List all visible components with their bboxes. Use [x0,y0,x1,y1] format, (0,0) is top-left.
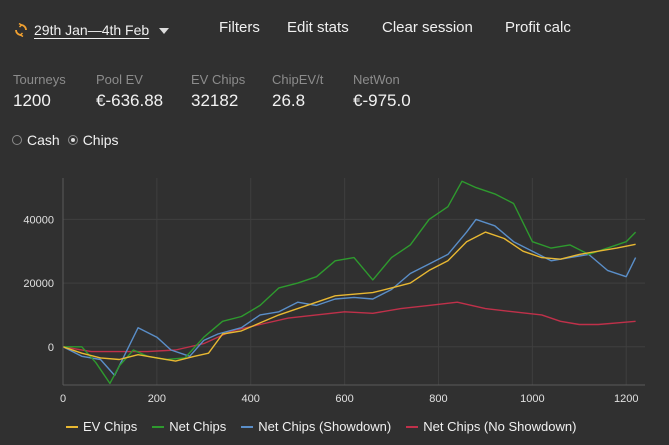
radio-cash-label[interactable]: Cash [27,132,60,148]
radio-chips[interactable]: Chips [67,132,119,148]
series-line [62,218,637,377]
chart-axes: 0 200 400 600 800 1000 1200 0 20000 40000 [23,178,645,405]
legend-label: Net Chips (No Showdown) [423,419,577,434]
stat-value: €-636.88 [96,91,164,110]
stat-value: 32182 [191,91,239,110]
stat-value: 1200 [13,91,51,110]
top-bar: 29th Jan—4th Feb Filters Edit stats Clea… [0,0,669,58]
session-chart: 0 200 400 600 800 1000 1200 0 20000 40000 [23,178,645,405]
x-tick-label: 1200 [614,393,638,405]
y-tick-label: 40000 [23,214,54,226]
stat-ev-chips: EV Chips 32182 [191,72,245,111]
stat-tourneys: Tourneys 1200 [13,72,66,111]
profit-calc-button[interactable]: Profit calc [505,19,571,36]
filters-button[interactable]: Filters [219,19,260,36]
edit-stats-button[interactable]: Edit stats [287,19,349,36]
x-tick-label: 800 [429,393,447,405]
stat-chipev-per-tourney: ChipEV/t 26.8 [272,72,323,111]
y-tick-label: 0 [48,342,54,354]
radio-circle-icon[interactable] [12,135,22,145]
y-tick-label: 20000 [23,278,54,290]
legend-label: Net Chips (Showdown) [258,419,392,434]
stats-row: Tourneys 1200 Pool EV €-636.88 EV Chips … [0,72,669,114]
x-tick-label: 600 [335,393,353,405]
legend-ev-chips[interactable]: EV Chips [66,419,137,434]
stat-value: €-975.0 [353,91,411,110]
legend-swatch [241,425,254,428]
stat-value: 26.8 [272,91,306,110]
radio-cash[interactable]: Cash [12,132,60,148]
stat-label: NetWon [353,72,400,87]
radio-chips-label[interactable]: Chips [82,132,119,148]
x-tick-label: 0 [60,393,66,405]
stat-label: ChipEV/t [272,72,324,87]
stat-pool-ev: Pool EV €-636.88 [96,72,163,111]
stat-label: Pool EV [96,72,143,87]
chart-grid [62,178,645,385]
date-range-selector[interactable]: 29th Jan—4th Feb [14,19,170,41]
legend-label: Net Chips [169,419,227,434]
legend-swatch [66,425,78,428]
date-range-label[interactable]: 29th Jan—4th Feb [34,22,150,38]
stat-label: EV Chips [191,72,246,87]
series-line [62,231,636,362]
legend-label: EV Chips [83,419,138,434]
stat-label: Tourneys [13,72,66,87]
chart-legend: EV Chips Net Chips Net Chips (Showdown) … [66,419,576,434]
refresh-icon[interactable] [14,23,28,37]
legend-net-chips[interactable]: Net Chips [152,419,226,434]
mode-toggle: Cash Chips [12,132,118,148]
series-line [62,301,636,353]
series-line [63,180,637,385]
legend-swatch [152,425,165,428]
stat-net-won: NetWon €-975.0 [353,72,411,111]
x-tick-label: 1000 [520,393,544,405]
clear-session-button[interactable]: Clear session [382,19,473,36]
x-tick-label: 200 [148,393,166,405]
legend-swatch [406,425,419,428]
legend-net-chips-no-showdown[interactable]: Net Chips (No Showdown) [406,419,576,434]
radio-selected-icon[interactable] [67,135,78,145]
legend-net-chips-showdown[interactable]: Net Chips (Showdown) [241,419,391,434]
chevron-down-icon[interactable] [159,27,170,34]
x-tick-label: 400 [242,393,260,405]
chart-series [62,180,637,385]
